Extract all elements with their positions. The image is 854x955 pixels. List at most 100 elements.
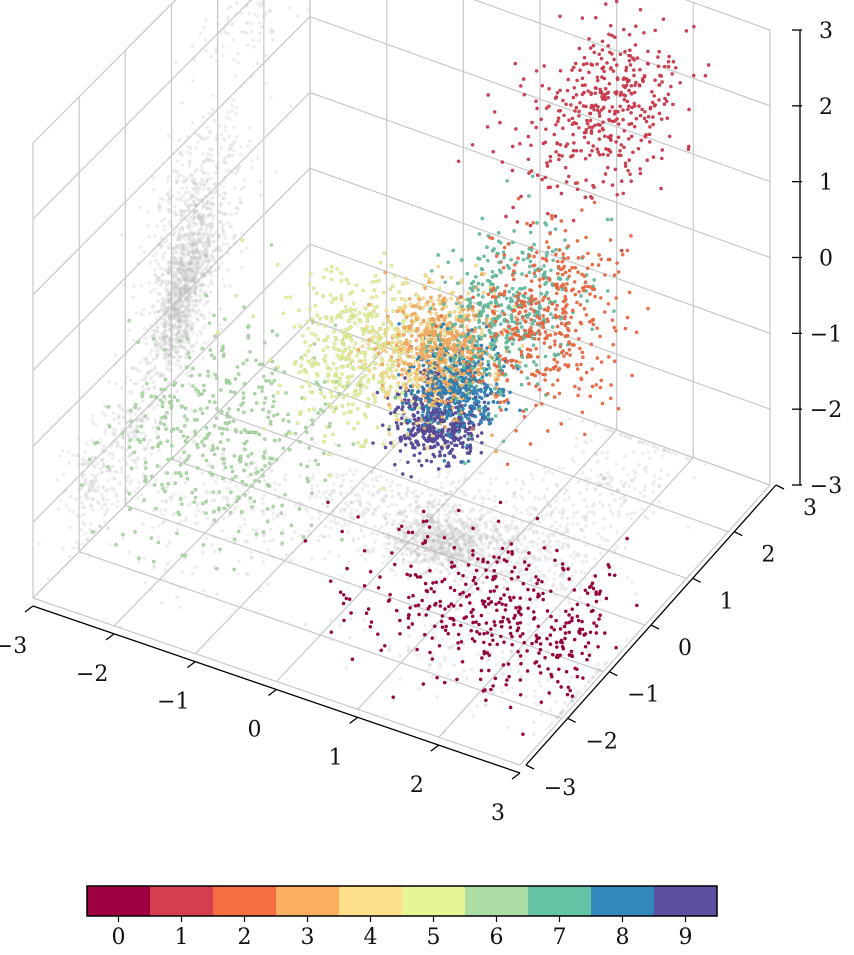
shadow-point [159, 316, 164, 321]
shadow-point [184, 259, 189, 264]
shadow-point [184, 218, 189, 223]
shadow-point [202, 482, 207, 486]
shadow-point [192, 58, 197, 62]
shadow-point [231, 21, 235, 26]
shadow-point [409, 525, 413, 529]
shadow-point [358, 502, 363, 506]
shadow-point [437, 527, 442, 532]
shadow-point [277, 482, 282, 487]
shadow-point [91, 484, 96, 488]
data-point-1 [627, 58, 632, 63]
data-point-2 [590, 287, 595, 292]
shadow-point [273, 487, 278, 492]
shadow-point [411, 560, 415, 565]
shadow-point [327, 549, 331, 554]
shadow-point [570, 698, 575, 703]
shadow-point [569, 699, 574, 703]
shadow-point [624, 434, 629, 439]
shadow-point [93, 489, 98, 494]
data-point-7 [563, 238, 567, 242]
shadow-point [305, 8, 310, 12]
data-point-2 [582, 432, 587, 437]
shadow-point [437, 519, 441, 523]
shadow-point [166, 260, 170, 265]
shadow-point [441, 502, 446, 506]
shadow-point [250, 555, 254, 560]
shadow-point [171, 276, 176, 280]
shadow-point [554, 716, 558, 721]
shadow-point [405, 486, 410, 491]
shadow-point [429, 531, 433, 535]
shadow-point [577, 537, 581, 541]
shadow-point [101, 465, 106, 469]
shadow-point [84, 459, 89, 464]
shadow-point [202, 248, 207, 252]
data-point-7 [533, 274, 538, 279]
data-point-1 [544, 127, 548, 132]
data-point-1 [544, 106, 549, 111]
shadow-point [67, 461, 72, 465]
shadow-point [134, 426, 139, 431]
shadow-point [437, 528, 442, 532]
shadow-point [564, 646, 568, 651]
shadow-point [545, 549, 549, 553]
shadow-point [174, 301, 179, 306]
shadow-point [329, 497, 334, 502]
shadow-point [138, 369, 143, 373]
shadow-point [203, 341, 207, 345]
shadow-point [93, 529, 98, 533]
shadow-point [193, 298, 198, 303]
data-point-1 [593, 15, 598, 20]
shadow-point [106, 498, 110, 502]
shadow-point [168, 352, 173, 357]
shadow-point [456, 607, 461, 611]
shadow-point [88, 521, 93, 526]
shadow-point [506, 591, 511, 596]
shadow-point [238, 197, 243, 201]
shadow-point [146, 417, 151, 422]
shadow-point [495, 539, 500, 544]
shadow-point [157, 448, 162, 453]
shadow-point [615, 489, 620, 493]
shadow-point [455, 532, 460, 537]
data-point-1 [597, 110, 602, 115]
data-point-1 [603, 92, 607, 97]
shadow-point [296, 14, 300, 18]
shadow-point [183, 237, 187, 241]
shadow-point [458, 552, 462, 556]
shadow-point [235, 1, 239, 5]
shadow-point [185, 301, 190, 306]
shadow-point [168, 259, 172, 264]
shadow-point [130, 366, 134, 370]
shadow-point [426, 506, 431, 511]
shadow-point [200, 197, 205, 201]
shadow-point [189, 345, 194, 349]
data-point-1 [522, 92, 527, 97]
shadow-point [402, 534, 406, 539]
shadow-point [228, 168, 232, 173]
shadow-point [160, 236, 165, 241]
shadow-point [102, 462, 106, 466]
shadow-point [407, 504, 411, 508]
shadow-point [124, 411, 128, 416]
data-point-1 [565, 88, 570, 93]
data-point-1 [583, 156, 588, 161]
shadow-point [196, 213, 200, 218]
shadow-point [545, 487, 549, 491]
shadow-point [192, 209, 197, 214]
shadow-point [480, 501, 485, 506]
shadow-point [478, 537, 483, 542]
shadow-point [226, 220, 230, 225]
data-point-1 [556, 116, 561, 121]
shadow-point [190, 215, 195, 219]
shadow-point [167, 296, 172, 301]
shadow-point [585, 505, 590, 509]
shadow-point [348, 511, 353, 516]
shadow-point [202, 171, 206, 175]
shadow-point [121, 435, 126, 439]
shadow-point [233, 73, 238, 78]
shadow-point [487, 554, 491, 558]
shadow-point [396, 522, 400, 527]
shadow-point [193, 280, 198, 285]
shadow-point [196, 280, 201, 285]
